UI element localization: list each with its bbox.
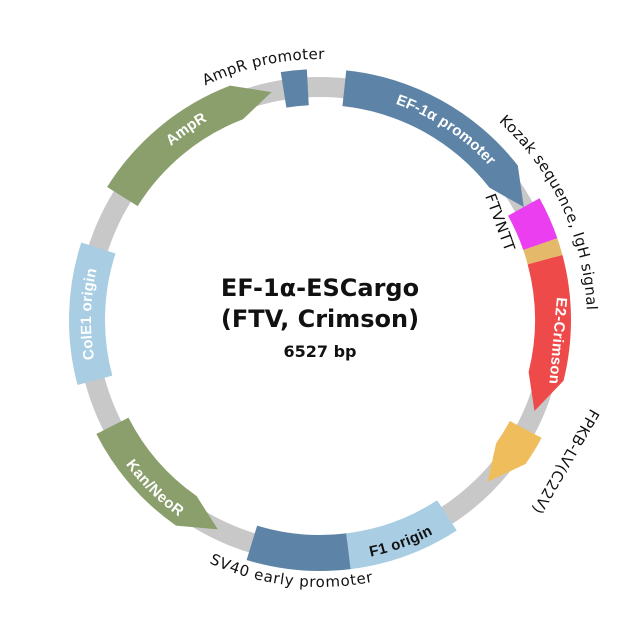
sv40-promoter-feature [246,525,351,572]
cole1-origin-label: ColE1 origin [78,266,101,361]
plasmid-size: 6527 bp [283,342,356,361]
f1-origin-feature [346,500,457,570]
plasmid-name-line1: EF-1α-ESCargo [221,274,419,302]
ftvntt-feature [523,238,563,265]
plasmid-name-line2: (FTV, Crimson) [221,305,419,333]
fkbp-feature [487,420,542,482]
e2-crimson-feature [527,255,571,412]
features-layer [68,69,571,572]
kan-neor-feature [96,417,218,530]
center-label: EF-1α-ESCargo (FTV, Crimson) 6527 bp [221,274,419,361]
kozak-igh-feature [508,198,558,250]
cole1-origin-feature [68,242,116,385]
ampr-promoter-feature [280,69,309,108]
ampr-feature [107,85,272,207]
ef1a-promoter-feature [342,70,524,208]
